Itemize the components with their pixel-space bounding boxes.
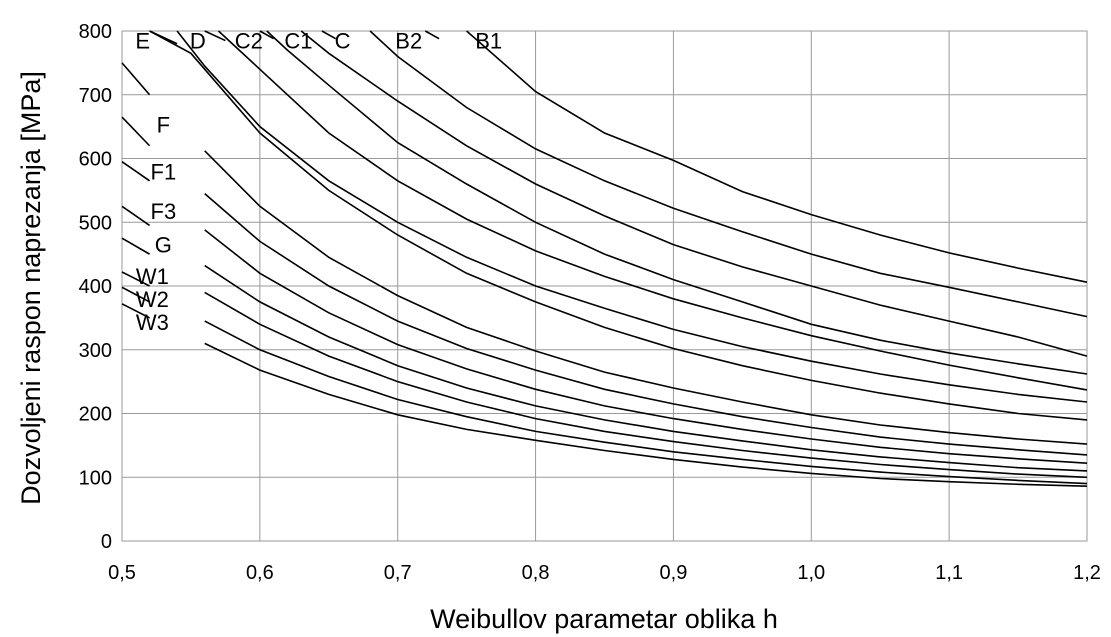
series-line-f3 [204, 229, 1088, 464]
series-label-w1: W1 [136, 264, 169, 289]
x-tick-label: 1,2 [1073, 562, 1101, 584]
curve-stub [259, 30, 275, 40]
series-label-g: G [155, 232, 172, 257]
x-axis-title: Weibullov parametar oblika h [430, 604, 778, 634]
series-label-w2: W2 [136, 287, 169, 312]
y-tick-label: 200 [79, 404, 112, 426]
curve-stub [321, 30, 337, 40]
y-axis-title: Dozvoljeni raspon naprezanja [MPa] [16, 71, 46, 505]
x-tick-label: 0,9 [660, 562, 688, 584]
y-tick-label: 0 [101, 531, 112, 553]
x-tick-label: 0,8 [522, 562, 550, 584]
series-line-b2 [369, 30, 1088, 318]
series-label-f1: F1 [151, 160, 177, 185]
series-line-g [204, 264, 1088, 472]
curve-stub [204, 30, 226, 42]
x-tick-label: 0,7 [384, 562, 412, 584]
curve-stub [121, 271, 150, 287]
series-line-c2 [217, 30, 1088, 391]
y-tick-label: 800 [79, 21, 112, 43]
x-tick-label: 0,5 [108, 562, 136, 584]
series-label-b1: B1 [475, 28, 502, 53]
series-label-c1: C1 [284, 28, 312, 53]
series-line-e [149, 30, 1088, 421]
series-line-w3 [204, 342, 1088, 487]
series-line-d [176, 30, 1088, 403]
grid [121, 30, 1088, 542]
series-label-d: D [190, 28, 206, 53]
y-tick-label: 700 [79, 85, 112, 107]
series-line-w2 [204, 320, 1088, 485]
series-line-c1 [266, 30, 1088, 375]
x-tick-label: 0,6 [246, 562, 274, 584]
y-tick-label: 600 [79, 149, 112, 171]
x-tick-label: 1,0 [797, 562, 825, 584]
series-label-c: C [335, 28, 351, 53]
tick-labels: 0,5 0,6 0,7 0,8 0,9 1,0 1,1 1,2 0 100 200 300 400 500… [79, 21, 1101, 584]
series-label-f: F [157, 112, 170, 137]
curve-stub [121, 286, 150, 303]
curve-stub [121, 161, 151, 182]
series-line-w1 [204, 291, 1088, 479]
x-tick-label: 1,1 [935, 562, 963, 584]
series-line-b1 [466, 30, 1088, 283]
curve-stub [424, 30, 440, 40]
series-label-f3: F3 [151, 199, 177, 224]
curve-stub [121, 116, 151, 147]
plot-frame [121, 30, 1088, 542]
curve-stub [149, 30, 178, 45]
curve-stub [121, 62, 151, 96]
curve-stub [121, 205, 151, 227]
series-label-b2: B2 [395, 28, 422, 53]
y-tick-label: 300 [79, 340, 112, 362]
series-label-e: E [135, 28, 150, 53]
series-line-f [204, 150, 1088, 445]
curve-stub [121, 303, 150, 319]
curve-stubs [121, 30, 440, 319]
y-tick-label: 100 [79, 467, 112, 489]
series-label-w3: W3 [136, 310, 169, 335]
series-label-c2: C2 [235, 28, 263, 53]
y-tick-label: 500 [79, 212, 112, 234]
curves [149, 30, 1088, 487]
y-tick-label: 400 [79, 276, 112, 298]
series-line-f1 [204, 192, 1088, 456]
curve-stub [121, 237, 150, 255]
series-line-c [300, 30, 1088, 357]
